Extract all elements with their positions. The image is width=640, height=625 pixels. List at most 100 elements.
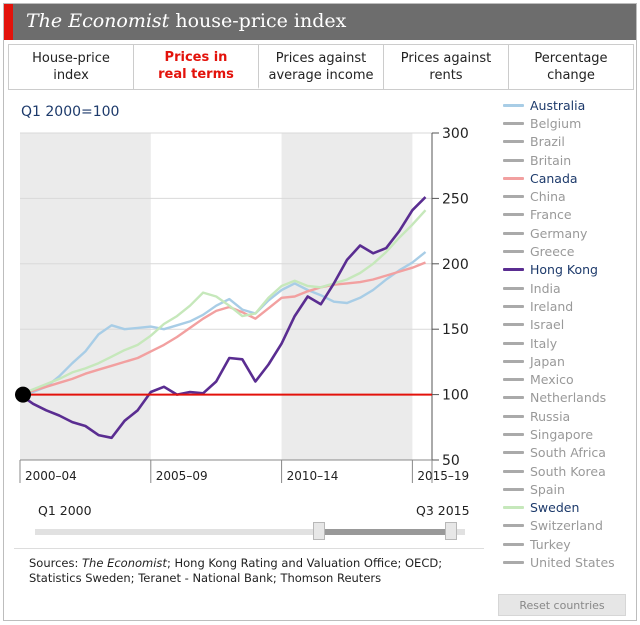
period-band-1 bbox=[281, 133, 413, 460]
legend-swatch bbox=[503, 378, 524, 382]
legend-item-switzerland[interactable]: Switzerland bbox=[503, 517, 633, 535]
series-line-canada bbox=[19, 261, 426, 396]
legend-swatch bbox=[503, 304, 524, 308]
series-lines bbox=[19, 196, 427, 440]
x-period-label: 2000–04 bbox=[25, 469, 77, 483]
legend-swatch bbox=[503, 121, 524, 125]
page-title: The Economist house-price index bbox=[26, 10, 346, 32]
legend-label: China bbox=[530, 189, 566, 205]
legend-swatch bbox=[503, 414, 524, 418]
reset-countries-button[interactable]: Reset countries bbox=[498, 594, 626, 616]
legend-swatch bbox=[503, 158, 524, 162]
legend-item-russia[interactable]: Russia bbox=[503, 407, 633, 425]
slider-selected-range bbox=[325, 529, 445, 535]
title-brand: The Economist bbox=[26, 10, 170, 32]
y-tick-label: 250 bbox=[442, 191, 469, 207]
legend-item-belgium[interactable]: Belgium bbox=[503, 114, 633, 132]
legend-item-brazil[interactable]: Brazil bbox=[503, 133, 633, 151]
legend-label: Greece bbox=[530, 244, 575, 260]
legend-item-india[interactable]: India bbox=[503, 279, 633, 297]
slider-track[interactable] bbox=[35, 529, 465, 535]
legend-swatch bbox=[503, 286, 524, 290]
legend-item-hong-kong[interactable]: Hong Kong bbox=[503, 261, 633, 279]
legend-label: Spain bbox=[530, 481, 565, 497]
legend-swatch bbox=[503, 213, 524, 217]
legend-label: Japan bbox=[530, 353, 565, 369]
tab-house-price-index[interactable]: House-price index bbox=[9, 45, 134, 89]
legend-item-britain[interactable]: Britain bbox=[503, 151, 633, 169]
tab-label-line2: index bbox=[53, 68, 89, 83]
legend-swatch bbox=[503, 487, 524, 491]
legend-item-mexico[interactable]: Mexico bbox=[503, 370, 633, 388]
legend-item-netherlands[interactable]: Netherlands bbox=[503, 389, 633, 407]
tab-prices-against-rents[interactable]: Prices against rents bbox=[384, 45, 509, 89]
legend-item-israel[interactable]: Israel bbox=[503, 316, 633, 334]
legend-swatch bbox=[503, 195, 524, 199]
tab-label-line1: Prices in bbox=[164, 50, 228, 65]
title-text: house-price index bbox=[169, 10, 347, 32]
x-period-label: 2010–14 bbox=[287, 469, 339, 483]
legend-label: Australia bbox=[530, 97, 586, 113]
tab-prices-against-income[interactable]: Prices against average income bbox=[259, 45, 384, 89]
unit-label: Q1 2000=100 bbox=[21, 104, 120, 120]
legend-label: Netherlands bbox=[530, 390, 607, 406]
legend-swatch bbox=[503, 432, 524, 436]
legend-label: Brazil bbox=[530, 134, 565, 150]
legend-label: Britain bbox=[530, 152, 572, 168]
legend-label: South Korea bbox=[530, 463, 606, 479]
legend-item-turkey[interactable]: Turkey bbox=[503, 535, 633, 553]
legend-item-france[interactable]: France bbox=[503, 206, 633, 224]
sources-prefix: Sources: bbox=[29, 556, 83, 570]
legend-label: South Africa bbox=[530, 445, 606, 461]
period-band-0 bbox=[20, 133, 151, 460]
legend-item-japan[interactable]: Japan bbox=[503, 352, 633, 370]
y-tick-label: 150 bbox=[442, 322, 469, 338]
legend-item-germany[interactable]: Germany bbox=[503, 224, 633, 242]
legend-item-australia[interactable]: Australia bbox=[503, 96, 633, 114]
legend-swatch bbox=[503, 268, 524, 272]
legend-item-sweden[interactable]: Sweden bbox=[503, 499, 633, 517]
legend-swatch bbox=[503, 103, 524, 107]
slider-end-handle[interactable] bbox=[445, 522, 457, 540]
tab-label-line2: change bbox=[547, 68, 595, 83]
legend-swatch bbox=[503, 506, 524, 510]
legend-label: Turkey bbox=[530, 536, 571, 552]
slider-start-handle[interactable] bbox=[313, 522, 325, 540]
legend-label: United States bbox=[530, 555, 615, 571]
legend-item-china[interactable]: China bbox=[503, 187, 633, 205]
legend-swatch bbox=[503, 396, 524, 400]
legend-label: Hong Kong bbox=[530, 262, 598, 278]
legend-item-spain[interactable]: Spain bbox=[503, 480, 633, 498]
legend-item-ireland[interactable]: Ireland bbox=[503, 297, 633, 315]
brand-red-mark bbox=[4, 4, 13, 40]
divider bbox=[14, 548, 484, 549]
legend-item-italy[interactable]: Italy bbox=[503, 334, 633, 352]
legend-item-south-korea[interactable]: South Korea bbox=[503, 462, 633, 480]
tab-label-line2: rents bbox=[429, 68, 463, 83]
baseline-group bbox=[15, 386, 432, 403]
legend-label: Ireland bbox=[530, 298, 574, 314]
legend-item-canada[interactable]: Canada bbox=[503, 169, 633, 187]
legend-swatch bbox=[503, 469, 524, 473]
series-line-hong-kong bbox=[19, 196, 427, 440]
y-tick-label: 300 bbox=[442, 126, 469, 142]
tab-label-line2: average income bbox=[268, 68, 374, 83]
legend-label: Canada bbox=[530, 170, 578, 186]
slider-end-label: Q3 2015 bbox=[416, 503, 470, 518]
legend-item-greece[interactable]: Greece bbox=[503, 242, 633, 260]
legend-swatch bbox=[503, 542, 524, 546]
tab-label-line1: Prices against bbox=[275, 51, 367, 66]
tab-percentage-change[interactable]: Percentage change bbox=[509, 45, 633, 89]
legend-swatch bbox=[503, 231, 524, 235]
legend-item-united-states[interactable]: United States bbox=[503, 553, 633, 571]
legend-swatch bbox=[503, 359, 524, 363]
tab-label-line1: House-price bbox=[32, 51, 110, 66]
legend-label: France bbox=[530, 207, 572, 223]
tab-bar: House-price index Prices in real terms Pri… bbox=[8, 44, 634, 90]
y-axis-ticks: 50 100 150 200 250 300 bbox=[431, 126, 469, 469]
legend-item-south-africa[interactable]: South Africa bbox=[503, 444, 633, 462]
tab-prices-in-real-terms[interactable]: Prices in real terms bbox=[134, 45, 259, 89]
legend-label: Singapore bbox=[530, 426, 594, 442]
legend-item-singapore[interactable]: Singapore bbox=[503, 425, 633, 443]
